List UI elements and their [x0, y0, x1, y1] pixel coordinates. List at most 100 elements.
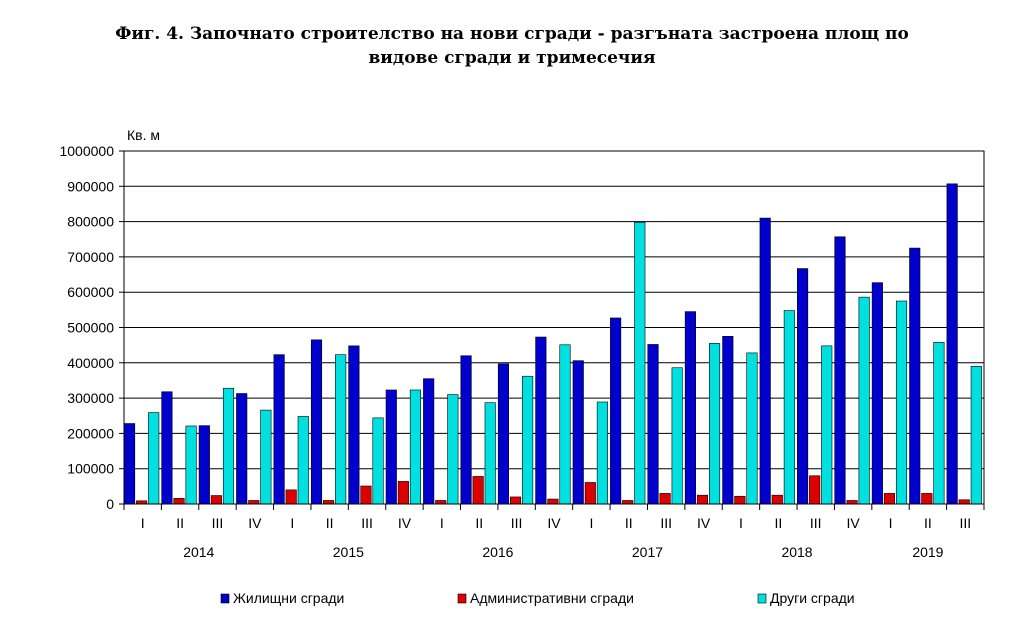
bar-other — [783, 310, 795, 505]
bar-other — [409, 389, 421, 505]
bar-residential — [236, 393, 248, 505]
bar-administrative — [584, 482, 596, 505]
legend-swatch — [220, 593, 230, 604]
bar-residential — [348, 345, 360, 505]
legend-swatch — [757, 593, 767, 604]
gridlines — [124, 185, 984, 470]
bar-residential — [198, 425, 210, 505]
bar-other — [522, 375, 534, 505]
bar-other — [895, 300, 908, 505]
bar-administrative — [360, 485, 372, 505]
bar-other — [746, 352, 758, 505]
bar-other — [671, 367, 683, 505]
x-tick-label-quarter: III — [810, 515, 822, 531]
bar-other — [148, 412, 160, 505]
bar-administrative — [846, 500, 858, 505]
legend-entry: Жилищни сгради — [233, 590, 344, 606]
x-tick-label-quarter: III — [660, 515, 672, 531]
x-tick-label-quarter: II — [326, 515, 334, 531]
chart-title: Фиг. 4. Започнато строителство на нови с… — [0, 22, 1024, 70]
bar-administrative — [547, 498, 559, 505]
bar-administrative — [958, 499, 970, 505]
legend-entry: Административни сгради — [470, 590, 634, 606]
bar-residential — [423, 378, 435, 505]
x-tick-label-quarter: I — [290, 515, 294, 531]
bar-other — [222, 387, 235, 505]
legend: Жилищни сгради Административни сгради Друг… — [220, 590, 855, 606]
bar-other — [297, 416, 309, 505]
bar-residential — [123, 423, 136, 505]
x-tick-label-quarter: IV — [547, 515, 561, 531]
bar-residential — [497, 363, 510, 505]
legend-swatch — [457, 593, 467, 604]
bar-administrative — [248, 500, 260, 505]
bar-administrative — [622, 500, 634, 505]
x-tick-label-quarter: II — [176, 515, 184, 531]
x-tick-label-year: 2017 — [632, 544, 663, 560]
bar-residential — [460, 355, 472, 505]
x-tick-label-quarter: IV — [697, 515, 711, 531]
y-tick-label: 900000 — [67, 178, 114, 194]
axes — [119, 150, 985, 510]
x-tick-label-quarter: IV — [248, 515, 262, 531]
bar-residential — [572, 360, 584, 505]
x-tick-label-quarter: II — [625, 515, 633, 531]
bar-other — [260, 409, 272, 505]
bar-administrative — [734, 495, 746, 505]
bar-administrative — [210, 495, 222, 505]
x-tick-label-quarter: III — [511, 515, 523, 531]
x-tick-label-quarter: III — [959, 515, 971, 531]
y-tick-label: 300000 — [67, 390, 114, 406]
bar-other — [821, 345, 833, 505]
y-tick-label: 700000 — [67, 249, 114, 265]
bar-administrative — [285, 489, 297, 505]
x-tick-label-quarter: III — [361, 515, 373, 531]
bar-administrative — [435, 500, 447, 505]
bar-administrative — [921, 493, 933, 505]
bar-other — [447, 394, 459, 505]
bar-other — [185, 425, 197, 505]
bar-residential — [385, 389, 397, 505]
x-tick-label-quarter: III — [212, 515, 224, 531]
y-tick-label: 500000 — [67, 320, 114, 336]
x-tick-label-quarter: IV — [847, 515, 861, 531]
x-tick-label-quarter: II — [475, 515, 483, 531]
y-tick-label: 1000000 — [59, 143, 114, 159]
chart-title-line2: видове сгради и тримесечия — [368, 48, 656, 68]
x-tick-label-year: 2016 — [482, 544, 513, 560]
chart-title-line1: Фиг. 4. Започнато строителство на нови с… — [115, 24, 909, 44]
bar-residential — [273, 354, 285, 505]
y-tick-label: 100000 — [67, 461, 114, 477]
legend-entry: Други сгради — [770, 590, 855, 606]
x-tick-label-quarter: II — [924, 515, 932, 531]
bar-residential — [909, 247, 921, 505]
x-tick-label-year: 2019 — [912, 544, 943, 560]
y-tick-label: 0 — [106, 496, 114, 512]
y-tick-label: 200000 — [67, 425, 114, 441]
bar-residential — [310, 339, 323, 505]
bar-residential — [535, 336, 547, 505]
axis-labels: 0 100000 200000 300000 400000 500000 600000 700… — [59, 127, 971, 560]
bar-residential — [684, 311, 696, 505]
bar-other — [933, 342, 945, 505]
bar-other — [970, 366, 982, 505]
bar-other — [858, 296, 870, 505]
y-tick-label: 800000 — [67, 214, 114, 230]
bar-other — [484, 402, 496, 505]
bars — [123, 183, 982, 505]
y-axis-label: Кв. м — [127, 127, 160, 143]
x-tick-label-quarter: IV — [398, 515, 412, 531]
bar-residential — [759, 217, 771, 505]
bar-residential — [722, 336, 734, 505]
y-tick-label: 600000 — [67, 284, 114, 300]
bar-administrative — [397, 481, 409, 505]
x-tick-label-year: 2014 — [183, 544, 214, 560]
x-tick-label-quarter: I — [440, 515, 444, 531]
x-tick-label-quarter: II — [774, 515, 782, 531]
bar-other — [709, 343, 721, 505]
bar-administrative — [809, 475, 821, 505]
bar-other — [335, 354, 347, 505]
x-tick-label-quarter: I — [589, 515, 593, 531]
x-tick-label-year: 2018 — [781, 544, 812, 560]
